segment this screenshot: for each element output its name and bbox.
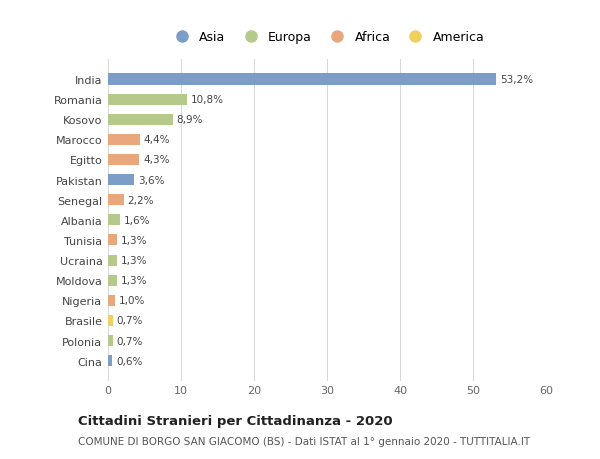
Text: 1,6%: 1,6% — [124, 215, 150, 225]
Bar — [108, 155, 139, 166]
Legend: Asia, Europa, Africa, America: Asia, Europa, Africa, America — [166, 28, 488, 48]
Bar — [108, 215, 119, 226]
Bar — [108, 195, 124, 206]
Text: 1,0%: 1,0% — [119, 296, 145, 306]
Bar — [108, 114, 173, 125]
Text: Cittadini Stranieri per Cittadinanza - 2020: Cittadini Stranieri per Cittadinanza - 2… — [78, 414, 392, 428]
Text: 4,4%: 4,4% — [144, 135, 170, 145]
Bar — [108, 295, 115, 306]
Text: 3,6%: 3,6% — [138, 175, 164, 185]
Bar — [108, 275, 118, 286]
Text: COMUNE DI BORGO SAN GIACOMO (BS) - Dati ISTAT al 1° gennaio 2020 - TUTTITALIA.IT: COMUNE DI BORGO SAN GIACOMO (BS) - Dati … — [78, 437, 530, 446]
Text: 0,7%: 0,7% — [117, 336, 143, 346]
Text: 1,3%: 1,3% — [121, 275, 148, 285]
Bar — [108, 255, 118, 266]
Text: 0,7%: 0,7% — [117, 316, 143, 326]
Text: 10,8%: 10,8% — [190, 95, 223, 105]
Bar — [108, 235, 118, 246]
Text: 1,3%: 1,3% — [121, 235, 148, 246]
Bar — [108, 95, 187, 106]
Bar — [108, 74, 496, 85]
Text: 4,3%: 4,3% — [143, 155, 170, 165]
Bar — [108, 335, 113, 346]
Bar — [108, 174, 134, 186]
Bar — [108, 355, 112, 366]
Bar — [108, 315, 113, 326]
Bar — [108, 134, 140, 146]
Text: 53,2%: 53,2% — [500, 75, 533, 85]
Text: 2,2%: 2,2% — [128, 195, 154, 205]
Text: 8,9%: 8,9% — [176, 115, 203, 125]
Text: 1,3%: 1,3% — [121, 256, 148, 265]
Text: 0,6%: 0,6% — [116, 356, 142, 366]
